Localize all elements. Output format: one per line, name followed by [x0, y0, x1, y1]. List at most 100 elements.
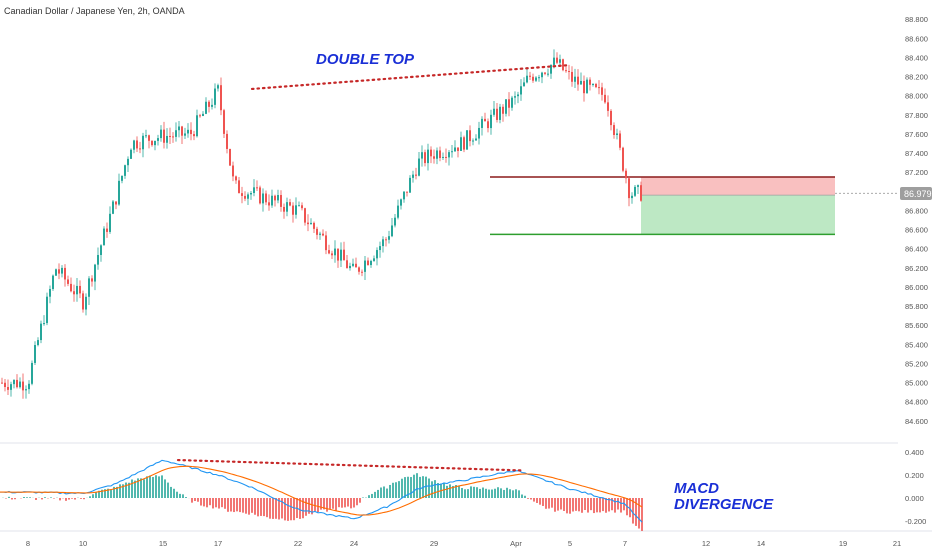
candle-body [184, 133, 186, 136]
candle-body [364, 260, 366, 272]
candle-body [289, 202, 291, 206]
time-axis-tick: 29 [430, 539, 438, 548]
candle-body [85, 296, 87, 310]
candle-body [397, 205, 399, 218]
candle-body [367, 260, 369, 266]
candle-body [115, 201, 117, 205]
candle-body [193, 134, 195, 137]
candle-body [376, 250, 378, 259]
time-axis-tick: Apr [510, 539, 522, 548]
candle-body [451, 151, 453, 153]
candle-body [628, 178, 630, 199]
candle-body [172, 136, 174, 138]
candle-body [517, 94, 519, 97]
candle-body [67, 279, 69, 284]
time-axis-tick: 8 [26, 539, 30, 548]
candle-body [88, 278, 90, 297]
candle-body [556, 57, 558, 63]
candle-body [640, 185, 642, 201]
candle-body [244, 195, 246, 199]
candle-body [238, 180, 240, 194]
price-axis-tick: 87.400 [905, 149, 928, 158]
candle-body [292, 205, 294, 215]
candle-body [514, 96, 516, 98]
candle-body [145, 135, 147, 137]
candle-body [355, 263, 357, 268]
candle-body [304, 208, 306, 223]
price-axis-tick: 85.200 [905, 359, 928, 368]
time-axis-tick: 19 [839, 539, 847, 548]
candle-body [475, 138, 477, 141]
candle-body [421, 152, 423, 159]
candle-body [385, 239, 387, 241]
candle-body [274, 195, 276, 201]
candle-body [235, 176, 237, 181]
candle-body [439, 150, 441, 158]
candle-body [418, 158, 420, 176]
candle-body [508, 99, 510, 108]
candle-body [307, 222, 309, 225]
candle-body [100, 245, 102, 255]
candle-body [70, 283, 72, 292]
candle-body [160, 129, 162, 139]
candle-body [361, 271, 363, 273]
candle-body [637, 185, 639, 187]
candle-body [295, 205, 297, 215]
candle-body [337, 248, 339, 261]
signal-line [0, 465, 643, 516]
candle-body [634, 186, 636, 196]
candle-body [562, 59, 564, 71]
candle-body [457, 147, 459, 151]
candle-body [16, 379, 18, 388]
candle-body [559, 59, 561, 63]
candle-body [265, 193, 267, 203]
candle-body [565, 70, 567, 72]
candle-body [298, 205, 300, 207]
candle-body [121, 175, 123, 181]
macd-axis-tick: 0.400 [905, 448, 924, 457]
candle-body [469, 130, 471, 142]
candle-body [211, 104, 213, 107]
price-axis-tick: 87.200 [905, 168, 928, 177]
candle-body [241, 193, 243, 196]
candle-body [487, 121, 489, 129]
candle-body [553, 57, 555, 65]
candle-body [478, 127, 480, 139]
last-price-value: 86.979 [904, 189, 932, 199]
candle-body [61, 267, 63, 274]
candle-body [607, 102, 609, 111]
candle-body [223, 110, 225, 134]
candle-body [37, 340, 39, 346]
candle-body [379, 246, 381, 251]
candle-body [568, 71, 570, 73]
candle-body [319, 233, 321, 235]
candle-body [382, 239, 384, 247]
candle-body [496, 108, 498, 120]
candle-body [58, 269, 60, 274]
candle-body [247, 194, 249, 199]
candle-body [526, 75, 528, 83]
price-axis-tick: 88.400 [905, 53, 928, 62]
candle-body [472, 140, 474, 142]
candle-body [169, 135, 171, 137]
candle-body [268, 202, 270, 206]
macd-axis-tick: 0.000 [905, 494, 924, 503]
candle-body [577, 76, 579, 85]
candle-body [631, 195, 633, 199]
candle-body [208, 101, 210, 107]
candle-body [601, 87, 603, 95]
candle-body [175, 130, 177, 137]
time-axis-tick: 24 [350, 539, 358, 548]
candle-body [322, 233, 324, 236]
candle-body [349, 265, 351, 269]
candle-body [103, 228, 105, 246]
price-axis-tick: 88.000 [905, 92, 928, 101]
candle-body [118, 180, 120, 205]
candle-body [352, 263, 354, 266]
symbol-title[interactable]: Canadian Dollar / Japanese Yen, 2h, OAND… [4, 6, 185, 16]
candle-body [178, 126, 180, 131]
candle-body [52, 275, 54, 290]
candle-body [520, 86, 522, 95]
last-price-tag [900, 187, 932, 200]
